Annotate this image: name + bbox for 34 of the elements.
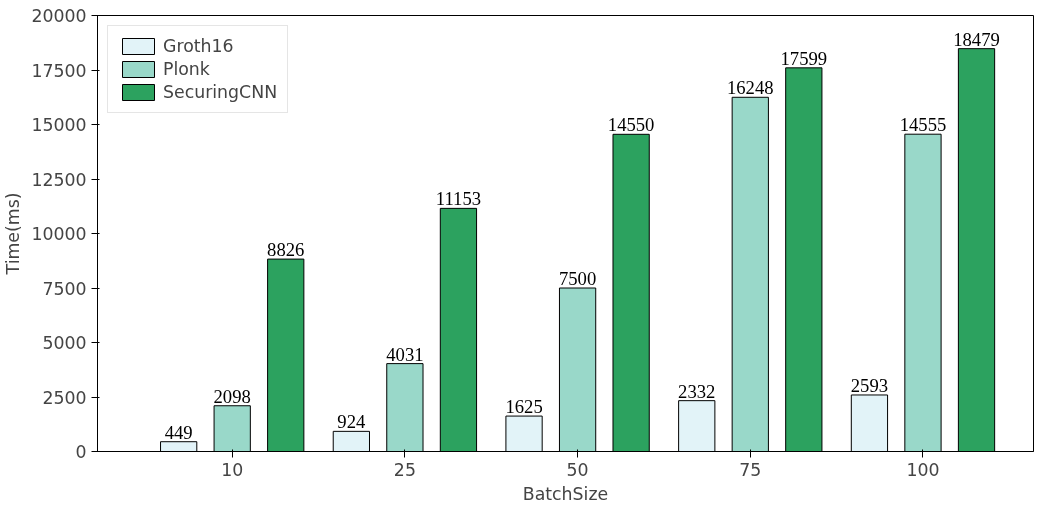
y-tick-label: 7500 <box>42 278 87 299</box>
legend-label: SecuringCNN <box>163 82 278 102</box>
x-tick-label: 75 <box>739 459 762 480</box>
y-tick-label: 12500 <box>31 169 87 190</box>
y-tick-label: 15000 <box>31 115 87 135</box>
x-tick-label: 50 <box>566 459 589 480</box>
data-label: 14555 <box>899 114 947 136</box>
data-label: 924 <box>337 411 367 433</box>
x-axis-title: BatchSize <box>522 483 609 504</box>
data-label: 2098 <box>213 385 251 407</box>
data-label: 16248 <box>726 77 774 99</box>
data-label: 7500 <box>558 268 597 289</box>
data-label: 18479 <box>953 28 1000 50</box>
y-tick-label: 17500 <box>31 60 87 81</box>
y-tick-label: 5000 <box>42 333 87 353</box>
legend-label: Plonk <box>163 59 210 79</box>
data-label: 2593 <box>850 374 889 396</box>
data-label: 2332 <box>678 380 716 402</box>
data-label: 14550 <box>607 114 655 136</box>
y-axis-title: Time(ms) <box>3 192 24 276</box>
x-tick-label: 10 <box>221 459 244 480</box>
legend-label: Groth16 <box>163 36 234 56</box>
y-tick-label: 0 <box>75 442 87 462</box>
y-tick-label: 10000 <box>31 224 87 244</box>
data-label: 8826 <box>267 239 305 261</box>
data-label: 17599 <box>780 47 828 69</box>
data-label: 4031 <box>386 343 424 365</box>
x-tick-label: 100 <box>906 459 940 480</box>
y-tick-label: 20000 <box>31 6 87 26</box>
x-tick-label: 25 <box>393 459 416 480</box>
data-label: 449 <box>164 421 193 443</box>
data-label: 11153 <box>435 188 482 210</box>
data-label: 1625 <box>505 396 543 418</box>
y-tick-label: 2500 <box>42 387 87 408</box>
